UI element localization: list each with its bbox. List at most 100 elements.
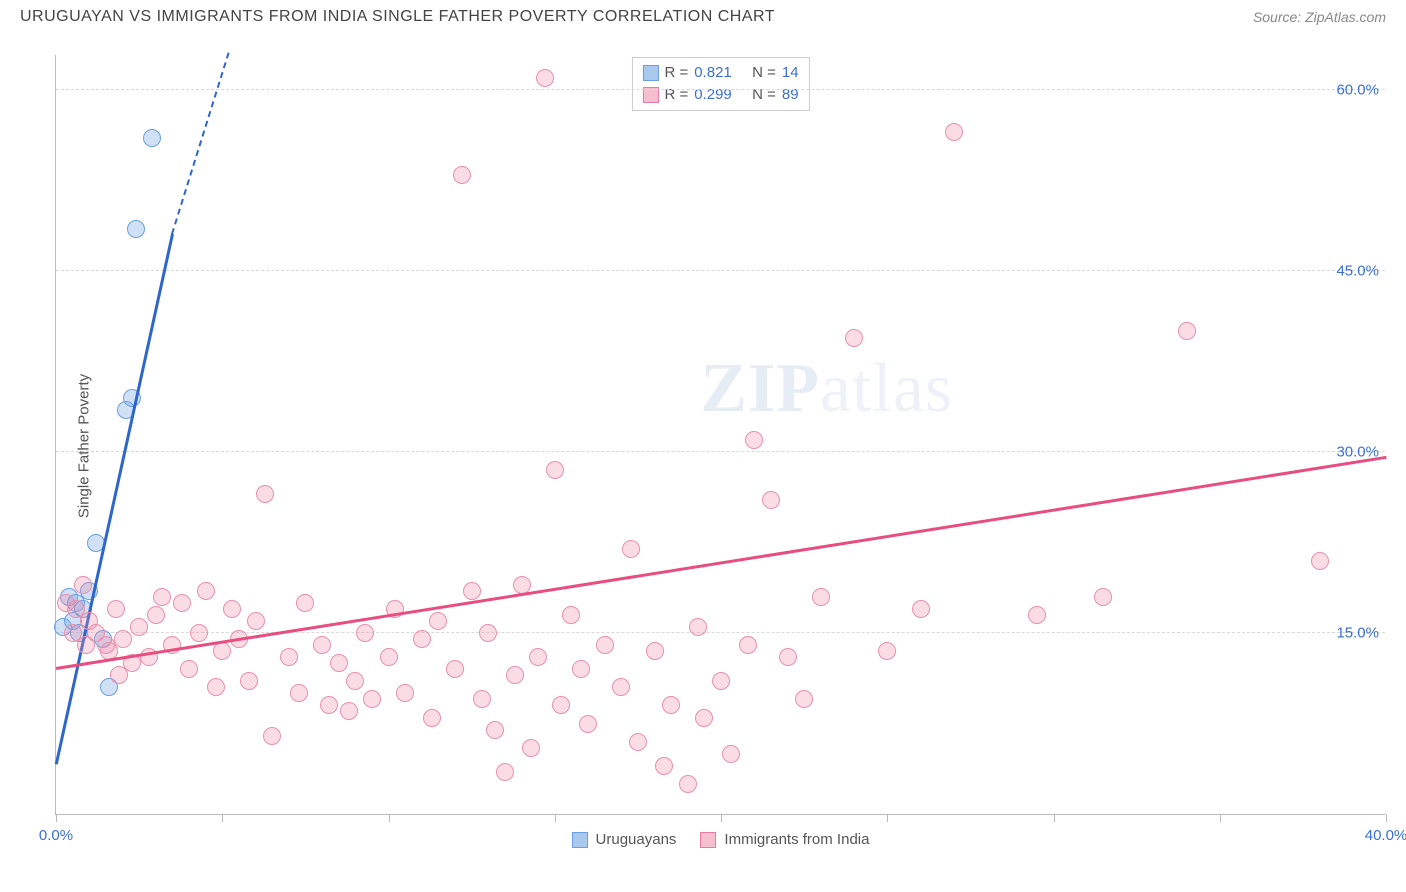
data-point — [280, 648, 298, 666]
data-point — [662, 696, 680, 714]
data-point — [296, 594, 314, 612]
series-name-uruguayans: Uruguayans — [596, 831, 677, 848]
x-tick — [56, 814, 57, 822]
data-point — [114, 630, 132, 648]
gridline — [56, 632, 1385, 633]
data-point — [596, 636, 614, 654]
data-point — [812, 588, 830, 606]
source-prefix: Source: — [1253, 9, 1305, 25]
data-point — [330, 654, 348, 672]
data-point — [107, 600, 125, 618]
data-point — [247, 612, 265, 630]
data-point — [240, 672, 258, 690]
data-point — [356, 624, 374, 642]
data-point — [1311, 552, 1329, 570]
series-legend: Uruguayans Immigrants from India — [572, 831, 870, 848]
data-point — [429, 612, 447, 630]
data-point — [173, 594, 191, 612]
data-point — [695, 709, 713, 727]
data-point — [479, 624, 497, 642]
data-point — [1178, 322, 1196, 340]
data-point — [629, 733, 647, 751]
series-name-india: Immigrants from India — [724, 831, 869, 848]
source-attribution: Source: ZipAtlas.com — [1253, 9, 1386, 25]
data-point — [153, 588, 171, 606]
data-point — [1094, 588, 1112, 606]
data-point — [745, 431, 763, 449]
data-point — [340, 702, 358, 720]
swatch-uruguayans — [642, 65, 658, 81]
data-point — [127, 220, 145, 238]
n-value-uruguayans: 14 — [782, 62, 799, 84]
data-point — [622, 540, 640, 558]
data-point — [290, 684, 308, 702]
data-point — [496, 763, 514, 781]
x-tick-label: 0.0% — [39, 827, 73, 844]
data-point — [546, 461, 564, 479]
n-label: N = — [752, 62, 776, 84]
data-point — [562, 606, 580, 624]
data-point — [779, 648, 797, 666]
data-point — [263, 727, 281, 745]
data-point — [143, 129, 161, 147]
data-point — [1028, 606, 1046, 624]
x-tick — [222, 814, 223, 822]
data-point — [313, 636, 331, 654]
data-point — [446, 660, 464, 678]
data-point — [529, 648, 547, 666]
x-tick — [1054, 814, 1055, 822]
r-value-uruguayans: 0.821 — [694, 62, 732, 84]
data-point — [506, 666, 524, 684]
data-point — [180, 660, 198, 678]
data-point — [346, 672, 364, 690]
data-point — [147, 606, 165, 624]
data-point — [396, 684, 414, 702]
swatch-india-icon — [700, 832, 716, 848]
y-tick-label: 45.0% — [1336, 263, 1379, 280]
data-point — [463, 582, 481, 600]
data-point — [453, 166, 471, 184]
data-point — [197, 582, 215, 600]
data-point — [363, 690, 381, 708]
data-point — [612, 678, 630, 696]
n-value-india: 89 — [782, 84, 799, 106]
chart-title: URUGUAYAN VS IMMIGRANTS FROM INDIA SINGL… — [20, 8, 775, 26]
data-point — [74, 576, 92, 594]
x-tick — [389, 814, 390, 822]
data-point — [689, 618, 707, 636]
gridline — [56, 451, 1385, 452]
y-tick-label: 60.0% — [1336, 82, 1379, 99]
x-tick-label: 40.0% — [1365, 827, 1406, 844]
n-label: N = — [752, 84, 776, 106]
source-name: ZipAtlas.com — [1305, 9, 1386, 25]
data-point — [739, 636, 757, 654]
data-point — [380, 648, 398, 666]
gridline — [56, 270, 1385, 271]
r-label: R = — [664, 62, 688, 84]
data-point — [190, 624, 208, 642]
data-point — [945, 123, 963, 141]
data-point — [77, 636, 95, 654]
data-point — [320, 696, 338, 714]
data-point — [256, 485, 274, 503]
correlation-legend: R = 0.821 N = 14 R = 0.299 N = 89 — [631, 57, 809, 111]
data-point — [878, 642, 896, 660]
chart-header: URUGUAYAN VS IMMIGRANTS FROM INDIA SINGL… — [0, 0, 1406, 30]
data-point — [655, 757, 673, 775]
data-point — [213, 642, 231, 660]
watermark-zip: ZIP — [700, 350, 820, 427]
x-tick — [1386, 814, 1387, 822]
legend-item-india: Immigrants from India — [700, 831, 869, 848]
data-point — [473, 690, 491, 708]
watermark: ZIPatlas — [700, 349, 953, 429]
watermark-atlas: atlas — [820, 350, 953, 427]
data-point — [536, 69, 554, 87]
legend-row-india: R = 0.299 N = 89 — [642, 84, 798, 106]
data-point — [712, 672, 730, 690]
data-point — [207, 678, 225, 696]
data-point — [552, 696, 570, 714]
x-tick — [1220, 814, 1221, 822]
r-label: R = — [664, 84, 688, 106]
x-tick — [555, 814, 556, 822]
data-point — [223, 600, 241, 618]
